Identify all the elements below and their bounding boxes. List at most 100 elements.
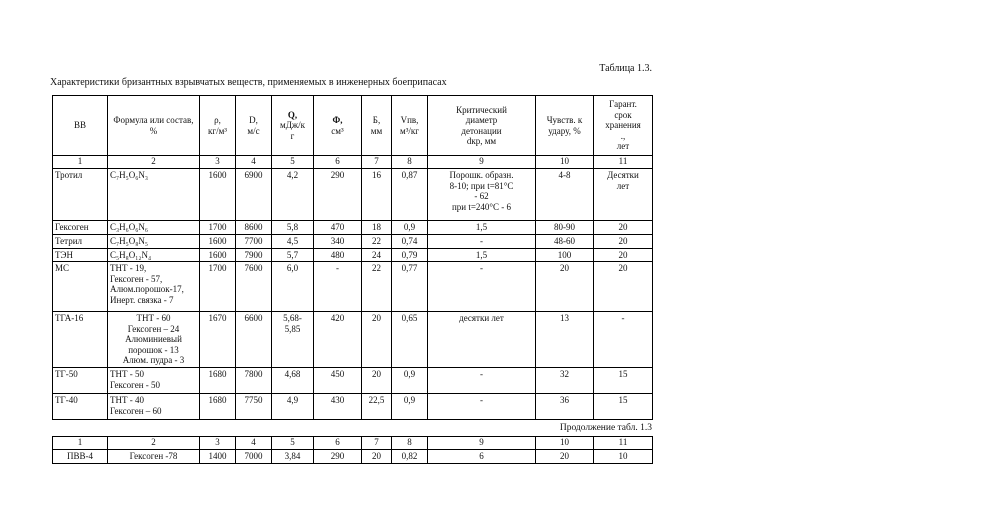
table-cell: 0,9	[391, 393, 428, 420]
table-cell: 1680	[199, 367, 236, 394]
table-cell: 4-8	[535, 168, 594, 221]
table-cell: -	[427, 393, 536, 420]
table-cell: 15	[593, 367, 653, 394]
column-header: Чувств. к удару, %	[535, 95, 594, 156]
table-cell: ТНТ - 40 Гексоген – 60	[107, 393, 200, 420]
table-row: Тротил C₇H₅O₆N₃ 1600 6900 4,2 290 16 0,87 Порошк…	[52, 168, 653, 221]
table-cell: 1400	[199, 449, 236, 464]
table-cell: 5,8	[271, 220, 314, 235]
column-header: Ф, см³	[313, 95, 362, 156]
table-cell: -	[427, 261, 536, 312]
table-row: Гексоген C₃H₆O₆N₆ 1700 8600 5,8 470 18 0,9 1,5 80…	[52, 220, 653, 235]
table-cell: 290	[313, 168, 362, 221]
table-cell: 7600	[235, 261, 272, 312]
column-number: 7	[361, 436, 392, 450]
continuation-table: 1 2 3 4 5 6 7 8 9 10 11 ПВВ-4 Гексоген -78 1400 7000 3,…	[52, 436, 653, 464]
substance-name-cell: ТГ-40	[52, 393, 108, 420]
table-cell: 22	[361, 261, 392, 312]
table-cell: 480	[313, 247, 362, 262]
main-table: ВВ Формула или состав, % ρ, кг/м³ D, м/с Q, …	[52, 95, 653, 420]
table-cell: 420	[313, 311, 362, 368]
table-cell: 7800	[235, 367, 272, 394]
table-cell: 20	[361, 311, 392, 368]
table-cell: 0,82	[391, 449, 428, 464]
table-cell: 13	[535, 311, 594, 368]
table-cell: 20	[535, 449, 594, 464]
column-number: 7	[361, 155, 392, 169]
column-header: ρ, кг/м³	[199, 95, 236, 156]
table-cell: 24	[361, 247, 392, 262]
column-number: 10	[535, 436, 594, 450]
table-cell: 7000	[235, 449, 272, 464]
table-cell: 290	[313, 449, 362, 464]
column-header: D, м/с	[235, 95, 272, 156]
table-cell: 7700	[235, 234, 272, 249]
table-cell: Порошк. образн. 8-10; при t=81°С - 62 пр…	[427, 168, 536, 221]
substance-name-cell: ТГ-50	[52, 367, 108, 394]
table-cell: C₇H₅O₈N₅	[107, 234, 200, 249]
column-header: ВВ	[52, 95, 108, 156]
column-number: 10	[535, 155, 594, 169]
table-cell: -	[593, 311, 653, 368]
table-cell: 20	[535, 261, 594, 312]
column-number: 11	[593, 155, 653, 169]
table-cell: 1670	[199, 311, 236, 368]
table-cell: -	[427, 234, 536, 249]
table-cell: 3,84	[271, 449, 314, 464]
table-cell: 15	[593, 393, 653, 420]
table-cell: 36	[535, 393, 594, 420]
table-cell: C₃H₆O₆N₆	[107, 220, 200, 235]
substance-name-cell: ПВВ-4	[52, 449, 108, 464]
table-cell: 10	[593, 449, 653, 464]
column-number: 3	[199, 436, 236, 450]
table-cell: ТНТ - 19, Гексоген - 57, Алюм.порошок-17…	[107, 261, 200, 312]
table-cell: 18	[361, 220, 392, 235]
table-cell: 1600	[199, 168, 236, 221]
column-number: 2	[107, 155, 200, 169]
column-header: Б, мм	[361, 95, 392, 156]
substance-name-cell: Гексоген	[52, 220, 108, 235]
table-cell: 0,77	[391, 261, 428, 312]
table-cell: 1700	[199, 220, 236, 235]
table-cell: ТНТ - 60 Гексоген – 24 Алюминиевый порош…	[107, 311, 200, 368]
table-cell: 6	[427, 449, 536, 464]
table-cell: десятки лет	[427, 311, 536, 368]
table-number-label: Таблица 1.3.	[599, 63, 652, 74]
substance-name-cell: ТЭН	[52, 247, 108, 262]
table-row: ПВВ-4 Гексоген -78 1400 7000 3,84 290 20 0,82 6 2…	[52, 449, 653, 464]
table-cell: 1,5	[427, 220, 536, 235]
table-cell: 1600	[199, 247, 236, 262]
table-cell: 5,7	[271, 247, 314, 262]
table-cell: 20	[593, 261, 653, 312]
table-cell: 1,5	[427, 247, 536, 262]
substance-name-cell: ТГА-16	[52, 311, 108, 368]
table-cell: 32	[535, 367, 594, 394]
substance-name-cell: Тротил	[52, 168, 108, 221]
table-cell: 4,68	[271, 367, 314, 394]
column-numbering-row: 1 2 3 4 5 6 7 8 9 10 11	[52, 155, 653, 169]
column-header: Гарант. срок хранения ., лет	[593, 95, 653, 156]
table-cell: Десятки лет	[593, 168, 653, 221]
table-cell: 0,87	[391, 168, 428, 221]
table-cell: 20	[361, 449, 392, 464]
main-table-header: ВВ Формула или состав, % ρ, кг/м³ D, м/с Q, …	[52, 95, 653, 156]
table-cell: 8600	[235, 220, 272, 235]
column-number: 8	[391, 436, 428, 450]
table-cell: 5,68- 5,85	[271, 311, 314, 368]
column-number: 5	[271, 155, 314, 169]
table-cell: 0,74	[391, 234, 428, 249]
table-cell: 20	[593, 247, 653, 262]
table-cell: 430	[313, 393, 362, 420]
table-row: ТГ-40 ТНТ - 40 Гексоген – 60 1680 7750 4,9 43…	[52, 393, 653, 420]
column-number: 5	[271, 436, 314, 450]
table-cell: 1680	[199, 393, 236, 420]
table-cell: 0,9	[391, 220, 428, 235]
column-number: 11	[593, 436, 653, 450]
table-cell: ТНТ - 50 Гексоген - 50	[107, 367, 200, 394]
column-number: 8	[391, 155, 428, 169]
column-header-symbol: Ф,	[332, 115, 343, 125]
column-number: 1	[52, 436, 108, 450]
table-cell: 0,79	[391, 247, 428, 262]
table-cell: 20	[593, 220, 653, 235]
